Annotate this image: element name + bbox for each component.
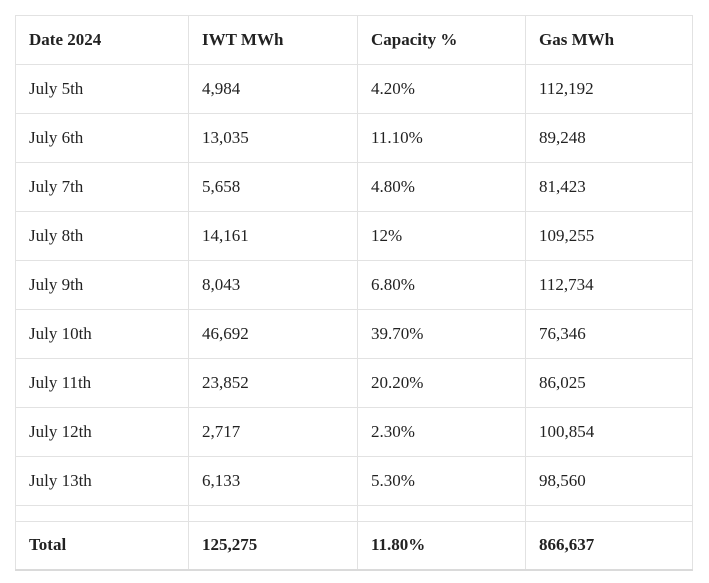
capacity-cell: 2.30%	[357, 407, 526, 457]
capacity-cell: 4.80%	[357, 162, 526, 212]
total-label-cell: Total	[15, 521, 189, 570]
column-header-iwt: IWT MWh	[188, 15, 358, 65]
spacer-cell	[15, 505, 189, 522]
capacity-cell: 11.10%	[357, 113, 526, 163]
iwt-cell: 14,161	[188, 211, 358, 261]
spacer-row	[15, 505, 693, 522]
gas-cell: 86,025	[525, 358, 693, 408]
table-row: July 13th 6,133 5.30% 98,560	[15, 456, 693, 506]
gas-cell: 76,346	[525, 309, 693, 359]
capacity-cell: 4.20%	[357, 64, 526, 114]
date-cell: July 12th	[15, 407, 189, 457]
capacity-cell: 5.30%	[357, 456, 526, 506]
date-cell: July 10th	[15, 309, 189, 359]
gas-cell: 112,734	[525, 260, 693, 310]
date-cell: July 11th	[15, 358, 189, 408]
gas-cell: 89,248	[525, 113, 693, 163]
iwt-cell: 13,035	[188, 113, 358, 163]
total-iwt-cell: 125,275	[188, 521, 358, 570]
column-header-capacity: Capacity %	[357, 15, 526, 65]
column-header-date: Date 2024	[15, 15, 189, 65]
gas-cell: 81,423	[525, 162, 693, 212]
spacer-cell	[357, 505, 526, 522]
energy-data-table: Date 2024 IWT MWh Capacity % Gas MWh Jul…	[15, 15, 693, 571]
table-row: July 7th 5,658 4.80% 81,423	[15, 162, 693, 212]
header-row: Date 2024 IWT MWh Capacity % Gas MWh	[15, 15, 693, 65]
iwt-cell: 2,717	[188, 407, 358, 457]
table-row: July 10th 46,692 39.70% 76,346	[15, 309, 693, 359]
column-header-gas: Gas MWh	[525, 15, 693, 65]
date-cell: July 9th	[15, 260, 189, 310]
gas-cell: 98,560	[525, 456, 693, 506]
capacity-cell: 39.70%	[357, 309, 526, 359]
gas-cell: 112,192	[525, 64, 693, 114]
capacity-cell: 6.80%	[357, 260, 526, 310]
table-header: Date 2024 IWT MWh Capacity % Gas MWh	[15, 15, 693, 65]
iwt-cell: 46,692	[188, 309, 358, 359]
date-cell: July 8th	[15, 211, 189, 261]
table-row: July 5th 4,984 4.20% 112,192	[15, 64, 693, 114]
iwt-cell: 5,658	[188, 162, 358, 212]
gas-cell: 100,854	[525, 407, 693, 457]
iwt-cell: 6,133	[188, 456, 358, 506]
table-row: July 9th 8,043 6.80% 112,734	[15, 260, 693, 310]
date-cell: July 6th	[15, 113, 189, 163]
iwt-cell: 23,852	[188, 358, 358, 408]
capacity-cell: 20.20%	[357, 358, 526, 408]
iwt-cell: 8,043	[188, 260, 358, 310]
spacer-cell	[525, 505, 693, 522]
iwt-cell: 4,984	[188, 64, 358, 114]
capacity-cell: 12%	[357, 211, 526, 261]
table-row: July 8th 14,161 12% 109,255	[15, 211, 693, 261]
energy-table-container: Date 2024 IWT MWh Capacity % Gas MWh Jul…	[15, 15, 693, 571]
date-cell: July 7th	[15, 162, 189, 212]
table-row: July 6th 13,035 11.10% 89,248	[15, 113, 693, 163]
total-capacity-cell: 11.80%	[357, 521, 526, 570]
spacer-cell	[188, 505, 358, 522]
gas-cell: 109,255	[525, 211, 693, 261]
table-footer: Total 125,275 11.80% 866,637	[15, 505, 693, 570]
total-gas-cell: 866,637	[525, 521, 693, 570]
table-body: July 5th 4,984 4.20% 112,192 July 6th 13,035 1…	[15, 64, 693, 506]
table-row: July 11th 23,852 20.20% 86,025	[15, 358, 693, 408]
date-cell: July 13th	[15, 456, 189, 506]
date-cell: July 5th	[15, 64, 189, 114]
table-row: July 12th 2,717 2.30% 100,854	[15, 407, 693, 457]
total-row: Total 125,275 11.80% 866,637	[15, 521, 693, 570]
